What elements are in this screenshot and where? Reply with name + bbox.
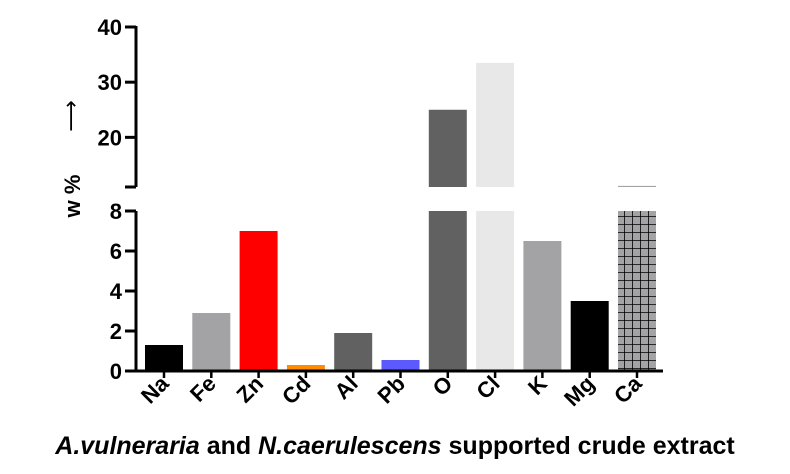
bar-pb bbox=[381, 360, 420, 371]
y-tick-label-6: 6 bbox=[110, 239, 122, 264]
x-tick-label-mg: Mg bbox=[559, 371, 599, 411]
y-tick-label-40: 40 bbox=[98, 15, 122, 40]
bar-o bbox=[428, 211, 467, 371]
x-tick-label-fe: Fe bbox=[185, 371, 221, 407]
x-tick-label-pb: Pb bbox=[372, 371, 410, 409]
bar-mg bbox=[570, 301, 609, 371]
x-tick-label-o: O bbox=[428, 371, 458, 401]
x-tick-label-ca: Ca bbox=[609, 370, 647, 408]
bar-cl bbox=[476, 211, 515, 371]
bar-al bbox=[334, 333, 373, 371]
y-axis-arrow-icon: ⟶ bbox=[59, 100, 84, 132]
x-axis-title: A.vulneraria and N.caerulescens supporte… bbox=[0, 432, 790, 461]
bar-upper-o bbox=[428, 109, 467, 187]
y-tick-label-2: 2 bbox=[110, 319, 122, 344]
x-tick-label-na: Na bbox=[136, 370, 174, 408]
x-tick-label-zn: Zn bbox=[231, 371, 268, 408]
y-tick-label-8: 8 bbox=[110, 199, 122, 224]
bar-k bbox=[523, 241, 562, 371]
x-axis-title-suffix: supported crude extract bbox=[441, 432, 735, 460]
bar-upper-ca bbox=[618, 185, 656, 187]
y-tick-label-20: 20 bbox=[98, 125, 122, 150]
y-axis-title: w % bbox=[60, 175, 85, 219]
y-tick-label-4: 4 bbox=[110, 279, 123, 304]
x-tick-label-al: Al bbox=[330, 371, 363, 404]
x-axis-title-conjunction: and bbox=[199, 432, 259, 460]
x-tick-label-cd: Cd bbox=[277, 371, 315, 409]
x-tick-label-k: K bbox=[523, 371, 552, 400]
bar-na bbox=[145, 345, 183, 371]
bar-ca bbox=[618, 211, 656, 371]
bar-fe bbox=[192, 313, 231, 371]
bar-cd bbox=[286, 365, 325, 371]
x-axis-title-species-1: A.vulneraria bbox=[55, 432, 200, 460]
y-tick-label-30: 30 bbox=[98, 70, 122, 95]
bar-chart: Na Fe Zn Cd Al Pb O Cl K Mg Ca 0 2 4 6 8 20 30 40 w % ⟶ bbox=[59, 15, 663, 411]
bar-upper-cl bbox=[476, 62, 515, 187]
x-tick-label-cl: Cl bbox=[471, 371, 504, 404]
x-axis-title-species-2: N.caerulescens bbox=[258, 432, 442, 460]
y-tick-label-0: 0 bbox=[110, 359, 122, 384]
bar-zn bbox=[239, 231, 278, 371]
